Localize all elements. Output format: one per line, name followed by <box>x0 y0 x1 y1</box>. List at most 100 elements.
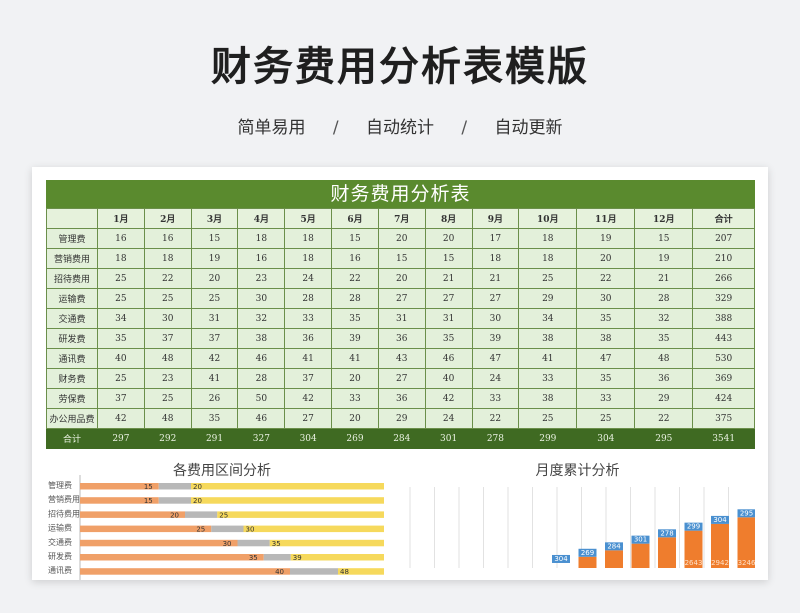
table-row: 办公用品费 42 48 35 46 27 20 29 24 22 25 25 22 375 <box>46 408 755 429</box>
table-row: 管理费 16 16 15 18 18 15 20 20 17 18 19 15 207 <box>46 228 755 249</box>
row-total-cell: 266 <box>692 268 755 289</box>
table-cell: 46 <box>424 348 473 369</box>
table-cell: 15 <box>424 248 473 269</box>
month-bar <box>658 529 676 538</box>
column-header: 3月 <box>190 208 239 229</box>
table-cell: 41 <box>518 348 578 369</box>
table-cell: 18 <box>284 228 333 249</box>
row-label: 研发费 <box>46 328 98 349</box>
table-cell: 30 <box>471 308 520 329</box>
table-cell: 34 <box>97 308 145 329</box>
table-row: 研发费 35 37 37 38 36 39 36 35 39 38 38 35 443 <box>46 328 755 349</box>
table-cell: 27 <box>471 288 520 309</box>
table-cell: 32 <box>634 308 694 329</box>
table-cell: 25 <box>143 388 192 409</box>
table-cell: 18 <box>518 228 578 249</box>
row-label: 合计 <box>46 428 98 449</box>
column-header: 6月 <box>331 208 379 229</box>
table-cell: 46 <box>237 408 286 429</box>
table-cell: 18 <box>518 248 578 269</box>
table-cell: 284 <box>377 428 426 449</box>
cumulative-bar <box>737 517 755 568</box>
table-cell: 22 <box>471 408 520 429</box>
table-cell: 48 <box>143 348 192 369</box>
table-cell: 43 <box>377 348 426 369</box>
subtitle-separator: / <box>332 118 339 138</box>
table-cell: 25 <box>518 268 578 289</box>
table-cell: 30 <box>576 288 636 309</box>
cumulative-bar <box>711 523 729 568</box>
data-label: 304 <box>713 516 727 524</box>
table-cell: 28 <box>634 288 694 309</box>
data-label: 15 <box>144 497 153 505</box>
table-cell: 41 <box>284 348 333 369</box>
month-bar <box>711 515 729 524</box>
table-row: 财务费 25 23 41 28 37 20 27 40 24 33 35 36 369 <box>46 368 755 389</box>
table-cell: 31 <box>377 308 426 329</box>
table-cell: 18 <box>237 228 286 249</box>
table-cell: 327 <box>237 428 286 449</box>
cumulative-bar <box>631 543 650 568</box>
table-cell: 38 <box>518 328 578 349</box>
table-cell: 278 <box>471 428 520 449</box>
subtitle-item: 自动统计 <box>366 118 434 138</box>
header-corner <box>46 208 98 229</box>
table-cell: 304 <box>284 428 333 449</box>
data-label: 30 <box>246 526 255 534</box>
table-cell: 27 <box>377 288 426 309</box>
table-cell: 25 <box>576 408 636 429</box>
table-cell: 292 <box>143 428 192 449</box>
table-cell: 269 <box>331 428 379 449</box>
table-row: 营销费用 18 18 19 16 18 16 15 15 18 18 20 19 210 <box>46 248 755 269</box>
bar-upper <box>290 554 384 561</box>
cumulative-bar <box>658 537 676 568</box>
table-cell: 295 <box>634 428 694 449</box>
cumulative-bar <box>684 530 703 568</box>
bar-upper <box>338 568 384 575</box>
table-cell: 42 <box>424 388 473 409</box>
data-label: 20 <box>170 511 179 519</box>
row-label: 运输费 <box>46 288 98 309</box>
data-label: 15 <box>144 483 153 491</box>
category-label: 通讯费 <box>48 565 72 575</box>
expense-range-chart: 各费用区间分析 管理费 15 20 营销费用 15 20 招待费用 20 25 运输费 25 30 交通… <box>46 455 398 580</box>
bar-lower <box>80 568 290 575</box>
table-cell: 33 <box>518 368 578 389</box>
table-cell: 41 <box>331 348 379 369</box>
table-cell: 30 <box>143 308 192 329</box>
row-label: 劳保费 <box>46 388 98 409</box>
table-cell: 36 <box>377 388 426 409</box>
cumulative-bar <box>605 550 623 568</box>
table-cell: 36 <box>284 328 333 349</box>
row-total-cell: 530 <box>692 348 755 369</box>
table-cell: 50 <box>237 388 286 409</box>
table-cell: 40 <box>424 368 473 389</box>
table-cell: 47 <box>471 348 520 369</box>
bar-gap <box>263 554 291 561</box>
month-bar <box>605 542 623 551</box>
data-label: 269 <box>581 549 594 557</box>
table-cell: 33 <box>331 388 379 409</box>
table-cell: 37 <box>143 328 192 349</box>
table-cell: 39 <box>331 328 379 349</box>
data-label: 301 <box>634 536 647 544</box>
month-bar <box>737 509 755 518</box>
table-cell: 23 <box>237 268 286 289</box>
expense-table: 1月 2月 3月 4月 5月 6月 7月 8月 9月 10月 11月 12月 合计 管理费 16 16 15 1… <box>46 208 755 449</box>
table-cell: 24 <box>284 268 333 289</box>
table-cell: 16 <box>331 248 379 269</box>
data-label: 20 <box>193 497 202 505</box>
row-total-cell: 3541 <box>692 428 755 449</box>
table-cell: 291 <box>190 428 239 449</box>
row-label: 办公用品费 <box>46 408 98 429</box>
table-cell: 20 <box>377 228 426 249</box>
table-cell: 22 <box>331 268 379 289</box>
table-cell: 39 <box>471 328 520 349</box>
row-label: 招待费用 <box>46 268 98 289</box>
table-cell: 20 <box>190 268 239 289</box>
subtitle-item: 简单易用 <box>237 118 306 138</box>
table-cell: 17 <box>471 228 520 249</box>
month-bar <box>552 554 570 563</box>
table-cell: 29 <box>377 408 426 429</box>
category-label: 招待费用 <box>48 508 80 518</box>
